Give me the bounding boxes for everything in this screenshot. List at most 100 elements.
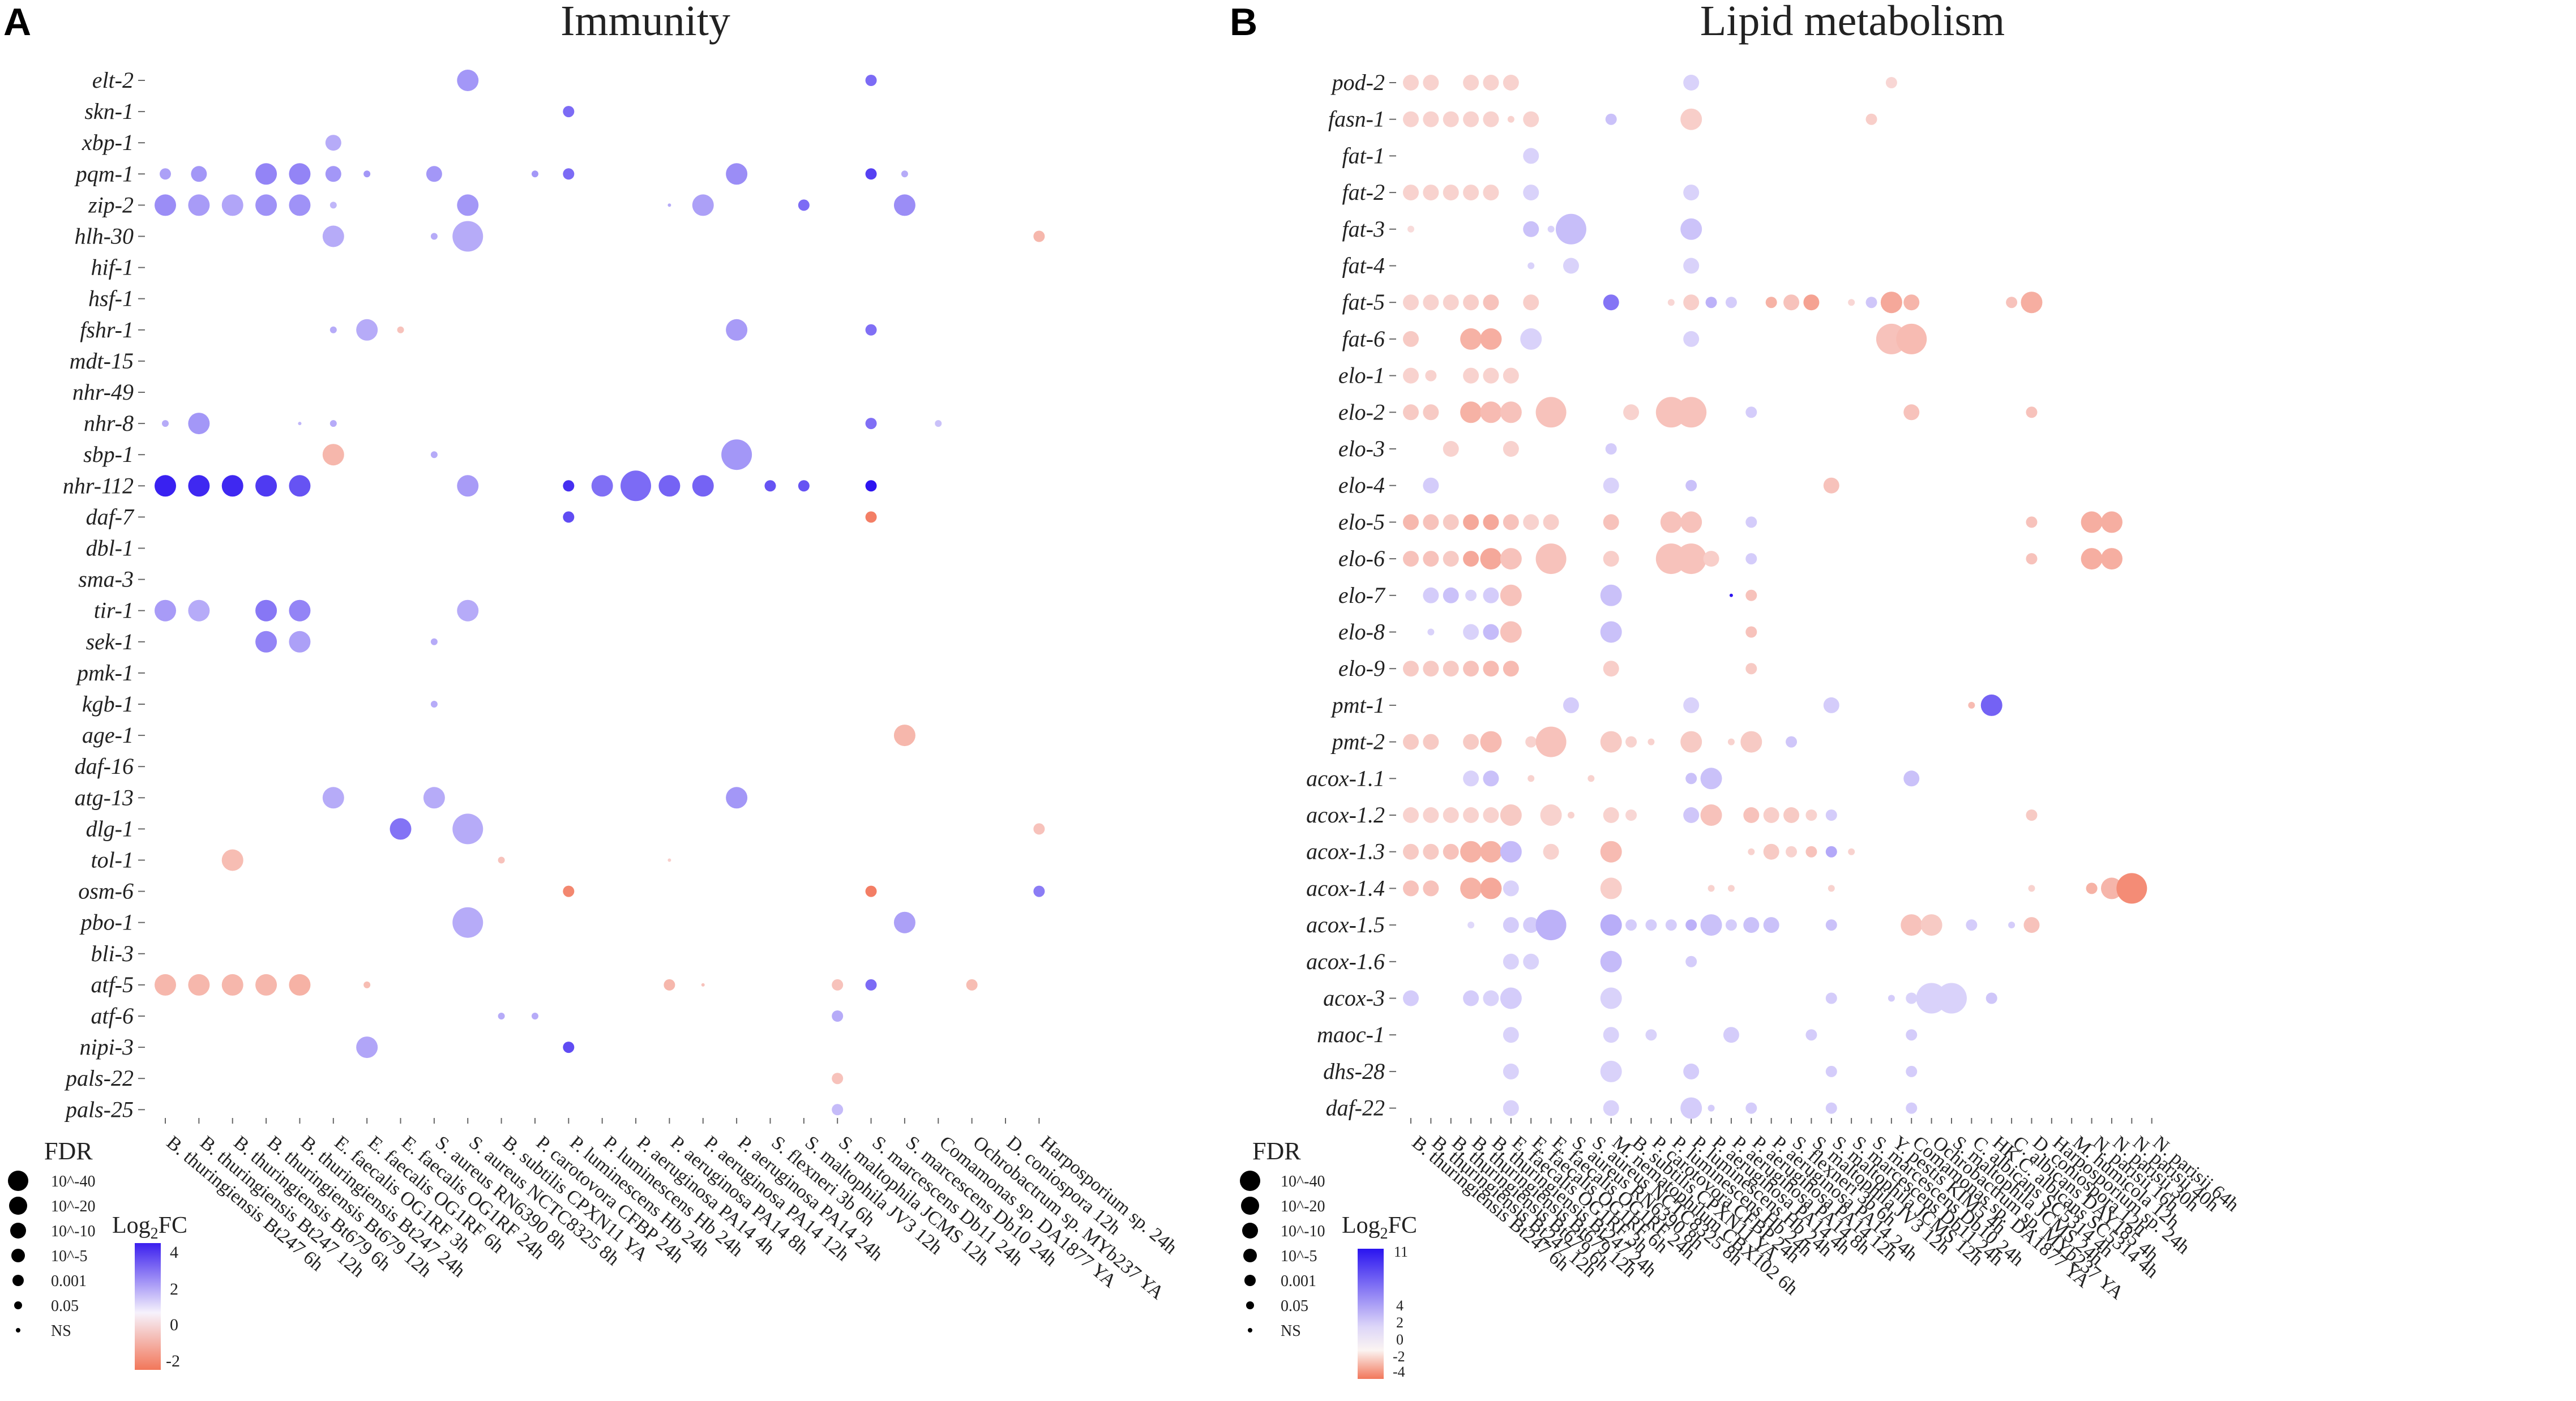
bubble-a-91 [664,979,675,991]
gene-labels-immunity: elt-2 skn-1 xbp-1 pqm-1 zip-2 hlh-30 hif-1 hsf-… [63,67,145,1122]
panel-title-immunity: Immunity [560,0,730,45]
bubble-b-9 [1443,111,1459,127]
bubble-b-159 [1700,768,1722,790]
bubble-b-122 [1427,628,1435,636]
bubble-b-110 [1745,553,1757,565]
bubble-b-19 [1423,185,1439,201]
bubble-b-74 [1745,406,1757,418]
bubble-b-2 [1463,75,1479,91]
bubble-b-121 [1745,589,1757,601]
bubble-b-34 [1423,294,1439,311]
bubble-a-81 [865,885,877,897]
bubble-a-56 [764,480,776,492]
bubble-a-66 [255,631,277,653]
bubble-a-36 [162,420,169,427]
bubble-b-54 [1460,328,1482,350]
bubble-b-191 [1825,846,1837,858]
bubble-b-136 [1563,697,1579,713]
bubble-a-62 [188,599,210,622]
bubble-a-28 [430,233,438,240]
bubble-a-46 [188,475,210,497]
bubble-b-255 [1745,1102,1757,1114]
bubble-b-167 [1540,804,1562,826]
bubble-b-135 [1745,663,1757,675]
gene-label-b-21: acox-1.3 [1306,839,1385,864]
bubble-b-155 [1483,770,1499,787]
bubble-a-84 [893,911,915,933]
bubble-a-100 [563,1042,575,1053]
gene-label-a-31: nipi-3 [79,1034,134,1060]
size-legend-title: FDR [44,1137,93,1165]
bubble-b-114 [1423,587,1439,603]
size-legend-dot-b-1 [1241,1197,1259,1215]
bubble-b-173 [1743,807,1760,823]
bubble-b-215 [1700,914,1722,936]
bubble-b-147 [1600,731,1622,753]
bubble-b-244 [1805,1029,1817,1041]
bubble-a-67 [289,631,311,653]
size-legend-dot-a-3 [11,1249,25,1262]
bubble-b-37 [1483,294,1499,311]
color-tick-b-11: 11 [1394,1244,1408,1260]
bubble-b-44 [1765,297,1777,309]
bubble-a-58 [865,480,877,492]
bubble-b-16 [1865,113,1877,125]
bubble-a-55 [692,475,714,497]
bubble-a-70 [893,725,915,747]
bubble-b-209 [1535,910,1567,941]
gene-label-a-18: sek-1 [86,629,134,654]
size-legend-dot-a-5 [14,1301,22,1309]
bubble-b-145 [1525,736,1537,748]
bubble-b-14 [1605,113,1617,125]
bubble-b-53 [1403,331,1419,347]
color-tick-a-0: 0 [170,1316,178,1334]
gene-label-a-24: dlg-1 [86,816,134,841]
gene-label-a-15: dbl-1 [86,535,134,561]
bubble-b-187 [1748,848,1755,855]
bubble-a-82 [1033,885,1045,897]
gene-label-b-16: elo-9 [1338,655,1385,681]
gene-label-a-7: hsf-1 [88,286,134,311]
bubble-b-226 [1523,953,1539,970]
gene-labels-lipid: pod-2 fasn-1 fat-1 fat-2 fat-3 fat-4 fat-5 fat-… [1306,70,1396,1121]
gene-label-a-28: bli-3 [91,941,134,966]
bubble-b-162 [1423,807,1439,823]
size-legend-label-a-3: 10^-5 [51,1248,87,1265]
gene-label-b-22: acox-1.4 [1306,875,1385,901]
bubble-b-59 [1896,323,1927,354]
bubble-b-17 [1523,148,1539,164]
bubble-a-86 [188,974,210,996]
color-tick-b-neg4: -4 [1393,1364,1405,1380]
bubble-b-45 [1783,294,1800,311]
bubble-b-104 [1500,548,1522,570]
bubble-b-189 [1786,846,1798,858]
bubble-b-205 [2116,873,2147,904]
bubble-b-94 [1680,511,1702,533]
bubble-b-224 [2023,917,2040,933]
bubble-b-192 [1848,848,1855,855]
bubble-a-95 [966,979,978,991]
panel-label-a: A [3,1,31,44]
bubble-b-179 [1403,843,1419,860]
bubble-b-31 [1563,258,1579,274]
bubble-b-91 [1543,514,1559,530]
bubble-b-228 [1685,956,1697,967]
size-legend-label-b-4: 0.001 [1281,1273,1316,1290]
bubble-b-118 [1500,584,1522,606]
bubble-b-196 [1480,877,1502,899]
bubble-b-235 [1888,995,1895,1002]
bubble-a-2 [563,106,575,118]
color-legend-title-b-sub: 2 [1380,1225,1388,1243]
gene-label-a-9: mdt-15 [70,348,134,374]
bubble-a-4 [160,168,171,180]
bubble-b-93 [1660,511,1682,533]
bubble-b-190 [1805,846,1817,858]
gene-label-a-29: atf-5 [91,972,134,997]
bubble-a-74 [390,818,412,840]
size-legend-dot-b-2 [1242,1223,1258,1239]
bubble-b-233 [1600,987,1622,1009]
bubble-b-113 [2100,548,2123,570]
bubble-b-231 [1483,990,1499,1006]
bubble-b-100 [1423,551,1439,567]
bubble-b-84 [1403,514,1419,530]
